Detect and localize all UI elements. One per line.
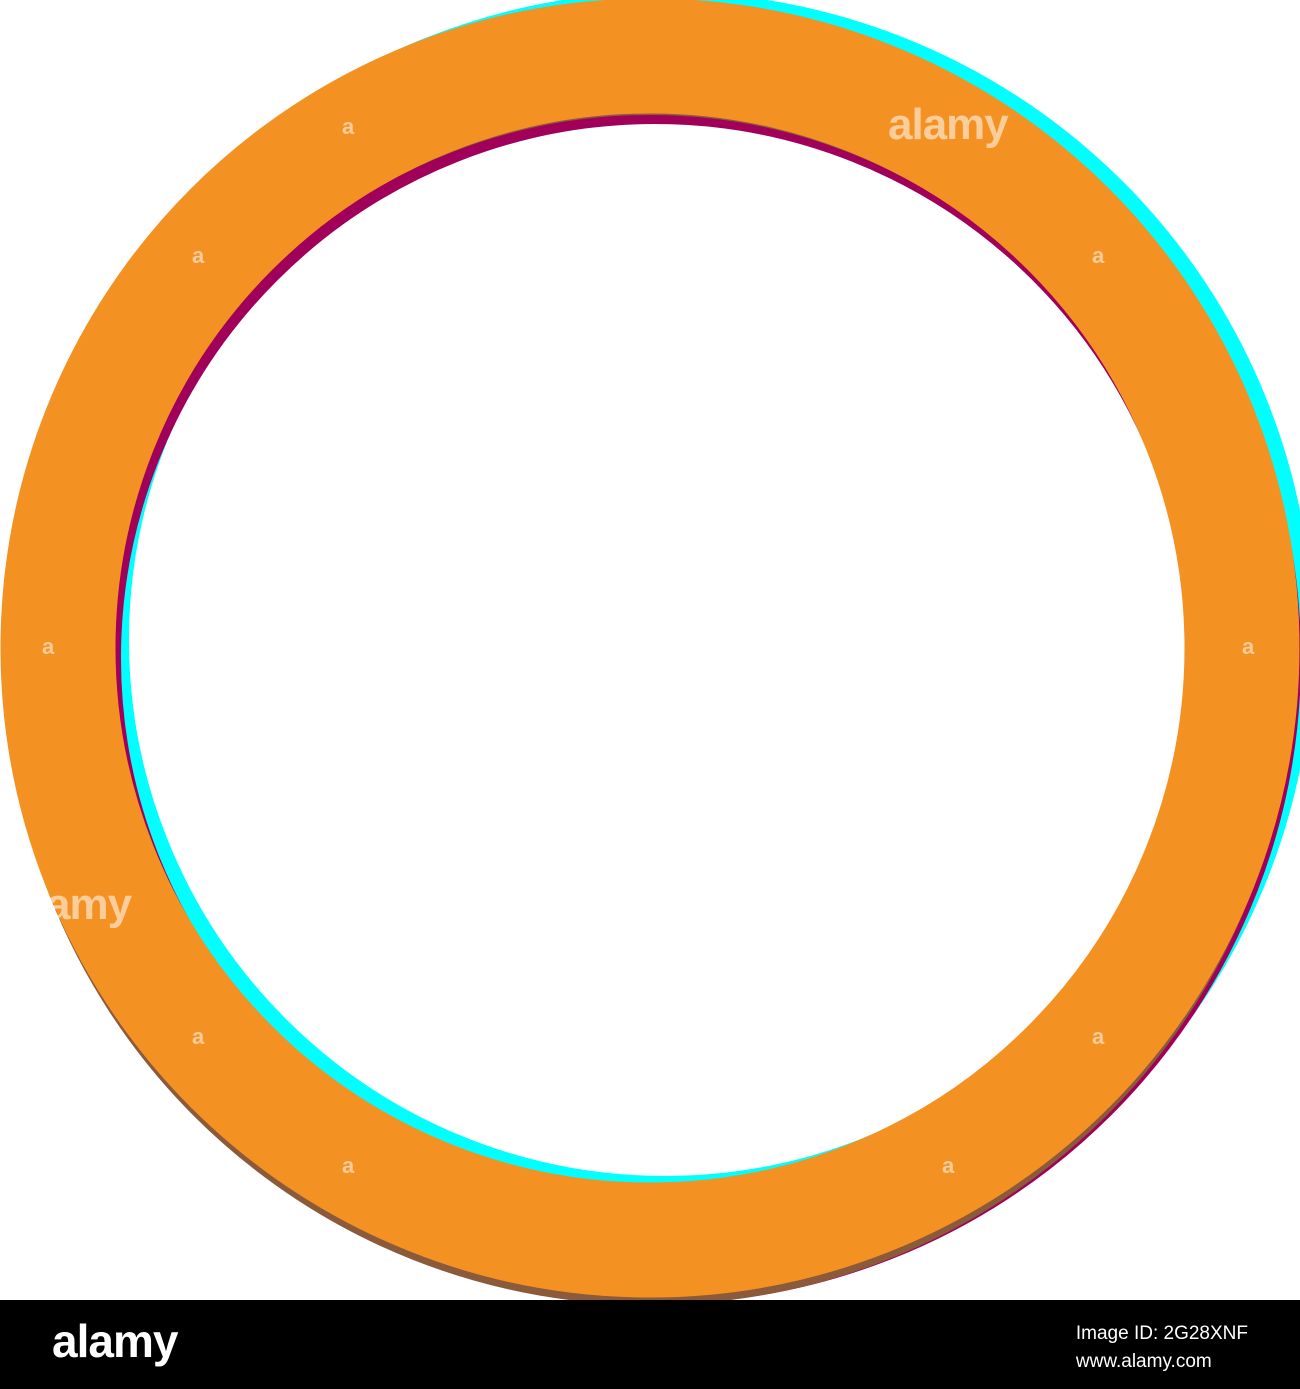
image-id: Image ID: 2G28XNF: [1075, 1323, 1248, 1344]
artwork-canvas: alamy amy a a a a a a a a a: [0, 0, 1300, 1300]
footer-info: Image ID: 2G28XNF www.alamy.com: [1076, 1320, 1248, 1376]
ring-graphic: [0, 0, 1300, 1300]
alamy-logo: alamy: [52, 1315, 178, 1367]
site-url: www.alamy.com: [1075, 1351, 1212, 1372]
orange-ring: [0, 0, 1300, 1298]
footer-bar: alamy Image ID: 2G28XNF www.alamy.com: [0, 1300, 1300, 1389]
